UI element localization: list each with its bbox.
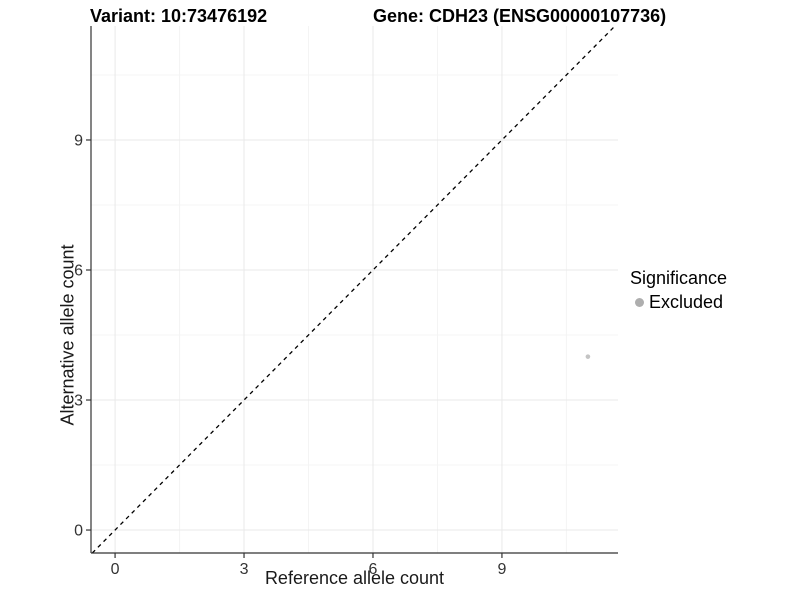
- legend: Significance Excluded: [630, 268, 727, 313]
- identity-dashed-line: [91, 25, 616, 554]
- legend-title: Significance: [630, 268, 728, 288]
- y-tick-label: 9: [74, 132, 83, 149]
- legend-key-dot-icon: [635, 298, 644, 307]
- x-tick-label: 3: [240, 561, 249, 578]
- y-axis-title: Alternative allele count: [57, 244, 78, 426]
- data-point: [585, 354, 591, 359]
- plot-title-gene: Gene: CDH23 (ENSG00000107736): [373, 6, 667, 26]
- x-tick-label: 9: [497, 561, 506, 578]
- legend-item-label: Excluded: [649, 292, 724, 312]
- plot-title-variant: Variant: 10:73476192: [90, 6, 268, 26]
- x-tick-label: 6: [369, 561, 378, 578]
- x-tick-label: 0: [111, 561, 120, 578]
- x-axis-title: Reference allele count: [264, 568, 445, 588]
- y-tick-label: 3: [74, 393, 83, 410]
- y-tick-label: 6: [74, 262, 83, 279]
- y-tick-label: 0: [74, 523, 83, 540]
- legend-item-excluded: Excluded: [630, 292, 727, 313]
